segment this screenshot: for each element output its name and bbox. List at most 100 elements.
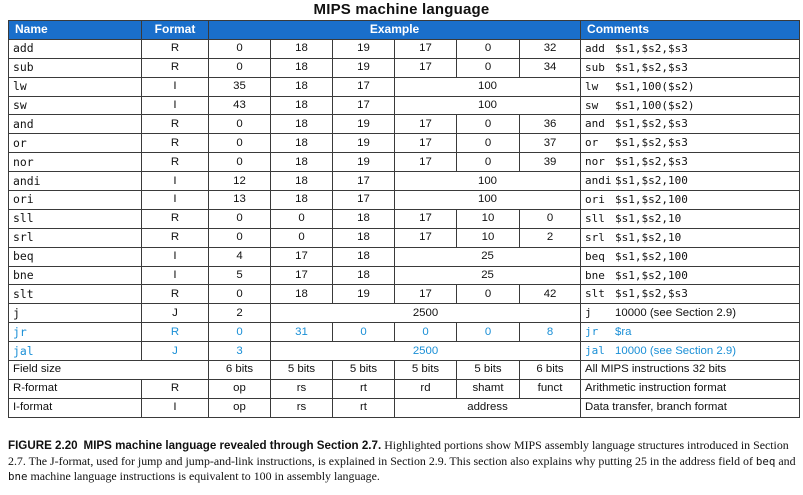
caption-bold-title: MIPS machine language revealed through S… <box>83 439 382 452</box>
field-value: 0 <box>208 133 271 154</box>
field-value: 39 <box>518 152 582 173</box>
comment-opcode: bne <box>585 268 605 282</box>
instruction-name: sw <box>8 95 142 116</box>
field-value: 4 <box>208 246 271 267</box>
comment-opcode: j <box>585 306 592 320</box>
instruction-comment: beq $s1,$s2,100 <box>580 246 801 267</box>
field-value: 17 <box>332 95 395 116</box>
field-value: 2 <box>208 303 271 324</box>
field-size-value: 5 bits <box>456 360 520 380</box>
comment-opcode: and <box>585 117 605 131</box>
field-value: 0 <box>456 114 520 135</box>
mips-machine-language-table: Name Format Example Comments add R 0 18 19 17… <box>8 20 801 418</box>
field-value: 18 <box>270 38 333 59</box>
caption-figure-number: FIGURE 2.20 <box>8 439 78 452</box>
field-size-value: 5 bits <box>394 360 457 380</box>
field-value: 32 <box>518 38 582 59</box>
field-value: 13 <box>208 190 271 210</box>
instruction-row-or: or R 0 18 19 17 0 37 or $s1,$s2,$s3 <box>8 133 801 154</box>
field-value: 8 <box>518 322 582 343</box>
comment-opcode: slt <box>585 287 605 301</box>
instruction-comment: ori $s1,$s2,100 <box>580 190 801 210</box>
field-value: 19 <box>332 152 395 173</box>
instruction-comment: lw $s1,100($s2) <box>580 76 801 97</box>
field-value: 25 <box>393 265 582 286</box>
comment-operands: $s1,$s2,100 <box>615 268 688 282</box>
field-value: 19 <box>332 133 395 154</box>
field-value: 0 <box>332 322 395 343</box>
table-title: MIPS machine language <box>313 1 490 18</box>
field-value: 18 <box>332 208 395 229</box>
field-value: 0 <box>456 284 520 305</box>
format-field: rt <box>332 397 395 418</box>
comment-opcode: ori <box>585 192 605 206</box>
instruction-format: I <box>141 76 209 97</box>
field-value: 0 <box>270 227 333 248</box>
instruction-comment: bne $s1,$s2,100 <box>580 265 801 286</box>
instruction-format: J <box>141 341 209 362</box>
instruction-format: I <box>141 246 209 267</box>
field-value: 12 <box>208 171 271 192</box>
instruction-comment: srl $s1,$s2,10 <box>580 227 801 248</box>
field-value: 17 <box>332 76 395 97</box>
format-field: address <box>393 397 582 418</box>
comment-opcode: jr <box>585 325 599 339</box>
comment-operands: $s1,100($s2) <box>615 79 695 93</box>
instruction-row-add: add R 0 18 19 17 0 32 add $s1,$s2,$s3 <box>8 38 801 59</box>
row-comment: All MIPS instructions 32 bits <box>580 360 801 380</box>
header-format: Format <box>141 20 209 40</box>
field-value: 17 <box>394 57 457 78</box>
comment-operands: $s1,100($s2) <box>615 98 695 112</box>
instruction-row-sw: sw I 43 18 17 100 sw $s1,100($s2) <box>8 95 801 116</box>
caption-code-beq: beq <box>755 454 776 468</box>
comment-operands: $s1,$s2,100 <box>615 249 688 263</box>
instruction-comment: jr $ra <box>580 322 801 343</box>
format-field: rs <box>270 378 333 399</box>
instruction-format: R <box>141 133 209 154</box>
comment-opcode: sw <box>585 98 599 112</box>
instruction-format: R <box>141 208 209 229</box>
field-value: 37 <box>518 133 582 154</box>
instruction-format: R <box>141 322 209 343</box>
field-value: 19 <box>332 114 395 135</box>
comment-operands: 10000 (see Section 2.9) <box>615 345 736 358</box>
field-value: 2 <box>518 227 582 248</box>
comment-operands: $s1,$s2,$s3 <box>615 136 688 150</box>
field-value: 18 <box>270 95 333 116</box>
field-value: 0 <box>208 57 271 78</box>
field-value: 0 <box>456 133 520 154</box>
field-value: 0 <box>208 208 271 229</box>
instruction-format: R <box>141 152 209 173</box>
instruction-row-and: and R 0 18 19 17 0 36 and $s1,$s2,$s3 <box>8 114 801 135</box>
instruction-comment: j 10000 (see Section 2.9) <box>580 303 801 324</box>
instruction-row-sll: sll R 0 0 18 17 10 0 sll $s1,$s2,10 <box>8 208 801 229</box>
field-value: 0 <box>208 38 271 59</box>
field-value: 0 <box>456 57 520 78</box>
field-value: 17 <box>394 208 457 229</box>
format-field: funct <box>518 378 582 399</box>
field-value: 17 <box>394 133 457 154</box>
field-value: 18 <box>332 265 395 286</box>
instruction-name: beq <box>8 246 142 267</box>
comment-operands: $s1,$s2,$s3 <box>615 155 688 169</box>
field-value: 17 <box>394 152 457 173</box>
instruction-row-jal: jal J 3 2500 jal 10000 (see Section 2.9) <box>8 341 801 362</box>
instruction-comment: and $s1,$s2,$s3 <box>580 114 801 135</box>
row-format: R <box>141 378 209 399</box>
field-value: 17 <box>394 38 457 59</box>
field-value: 2500 <box>269 303 582 324</box>
instruction-name: lw <box>8 76 142 97</box>
field-value: 17 <box>394 227 457 248</box>
comment-opcode: sub <box>585 60 605 74</box>
field-value: 100 <box>393 171 582 192</box>
instruction-row-jr: jr R 0 31 0 0 0 8 jr $ra <box>8 322 801 343</box>
comment-operands: $s1,$s2,10 <box>615 211 682 225</box>
comment-opcode: srl <box>585 230 605 244</box>
instruction-name: or <box>8 133 142 154</box>
field-value: 25 <box>393 246 582 267</box>
field-value: 0 <box>456 152 520 173</box>
instruction-comment: andi $s1,$s2,100 <box>580 171 801 192</box>
instruction-name: bne <box>8 265 142 286</box>
header-example: Example <box>207 20 582 40</box>
instruction-row-lw: lw I 35 18 17 100 lw $s1,100($s2) <box>8 76 801 97</box>
